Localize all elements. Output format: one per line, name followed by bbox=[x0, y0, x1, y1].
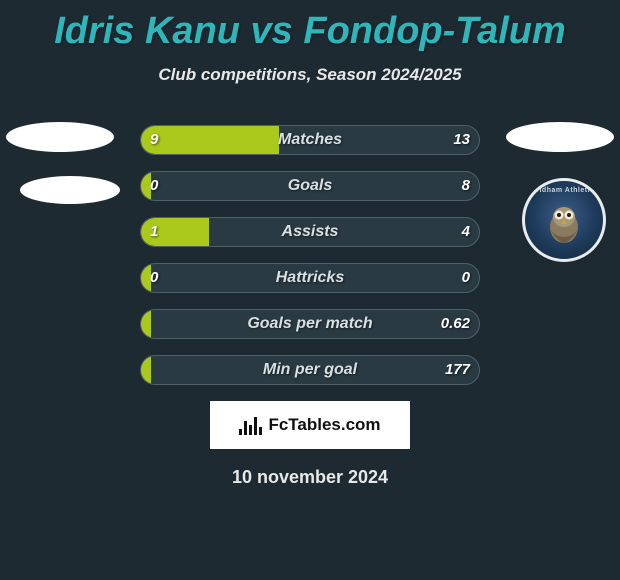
page-subtitle: Club competitions, Season 2024/2025 bbox=[0, 65, 620, 85]
logo-bar bbox=[244, 421, 247, 435]
stat-value-right: 177 bbox=[445, 355, 470, 385]
stat-label: Goals bbox=[140, 171, 480, 201]
footer-brand-box: FcTables.com bbox=[210, 401, 410, 449]
stat-value-left: 1 bbox=[150, 217, 158, 247]
stat-value-left: 0 bbox=[150, 263, 158, 293]
logo-bar bbox=[254, 417, 257, 435]
stat-value-left: 9 bbox=[150, 125, 158, 155]
stat-value-right: 0.62 bbox=[441, 309, 470, 339]
stat-row: Min per goal 177 bbox=[0, 355, 620, 385]
stat-value-left: 0 bbox=[150, 171, 158, 201]
stat-label: Min per goal bbox=[140, 355, 480, 385]
stat-label: Assists bbox=[140, 217, 480, 247]
stat-label: Matches bbox=[140, 125, 480, 155]
logo-bar bbox=[239, 429, 242, 435]
stat-row: Assists 1 4 bbox=[0, 217, 620, 247]
logo-bar bbox=[259, 427, 262, 435]
stat-row: Goals per match 0.62 bbox=[0, 309, 620, 339]
brand-logo-icon bbox=[239, 415, 262, 435]
stat-label: Goals per match bbox=[140, 309, 480, 339]
stat-value-right: 4 bbox=[462, 217, 470, 247]
brand-text: FcTables.com bbox=[268, 415, 380, 435]
stat-label: Hattricks bbox=[140, 263, 480, 293]
page-title: Idris Kanu vs Fondop-Talum bbox=[0, 0, 620, 53]
footer-date: 10 november 2024 bbox=[0, 467, 620, 488]
stat-row: Hattricks 0 0 bbox=[0, 263, 620, 293]
stat-value-right: 8 bbox=[462, 171, 470, 201]
stat-row: Matches 9 13 bbox=[0, 125, 620, 155]
stats-bars: Matches 9 13 Goals 0 8 Assists 1 4 Hattr… bbox=[0, 125, 620, 385]
stat-row: Goals 0 8 bbox=[0, 171, 620, 201]
stat-value-right: 13 bbox=[453, 125, 470, 155]
logo-bar bbox=[249, 425, 252, 435]
stat-value-right: 0 bbox=[462, 263, 470, 293]
